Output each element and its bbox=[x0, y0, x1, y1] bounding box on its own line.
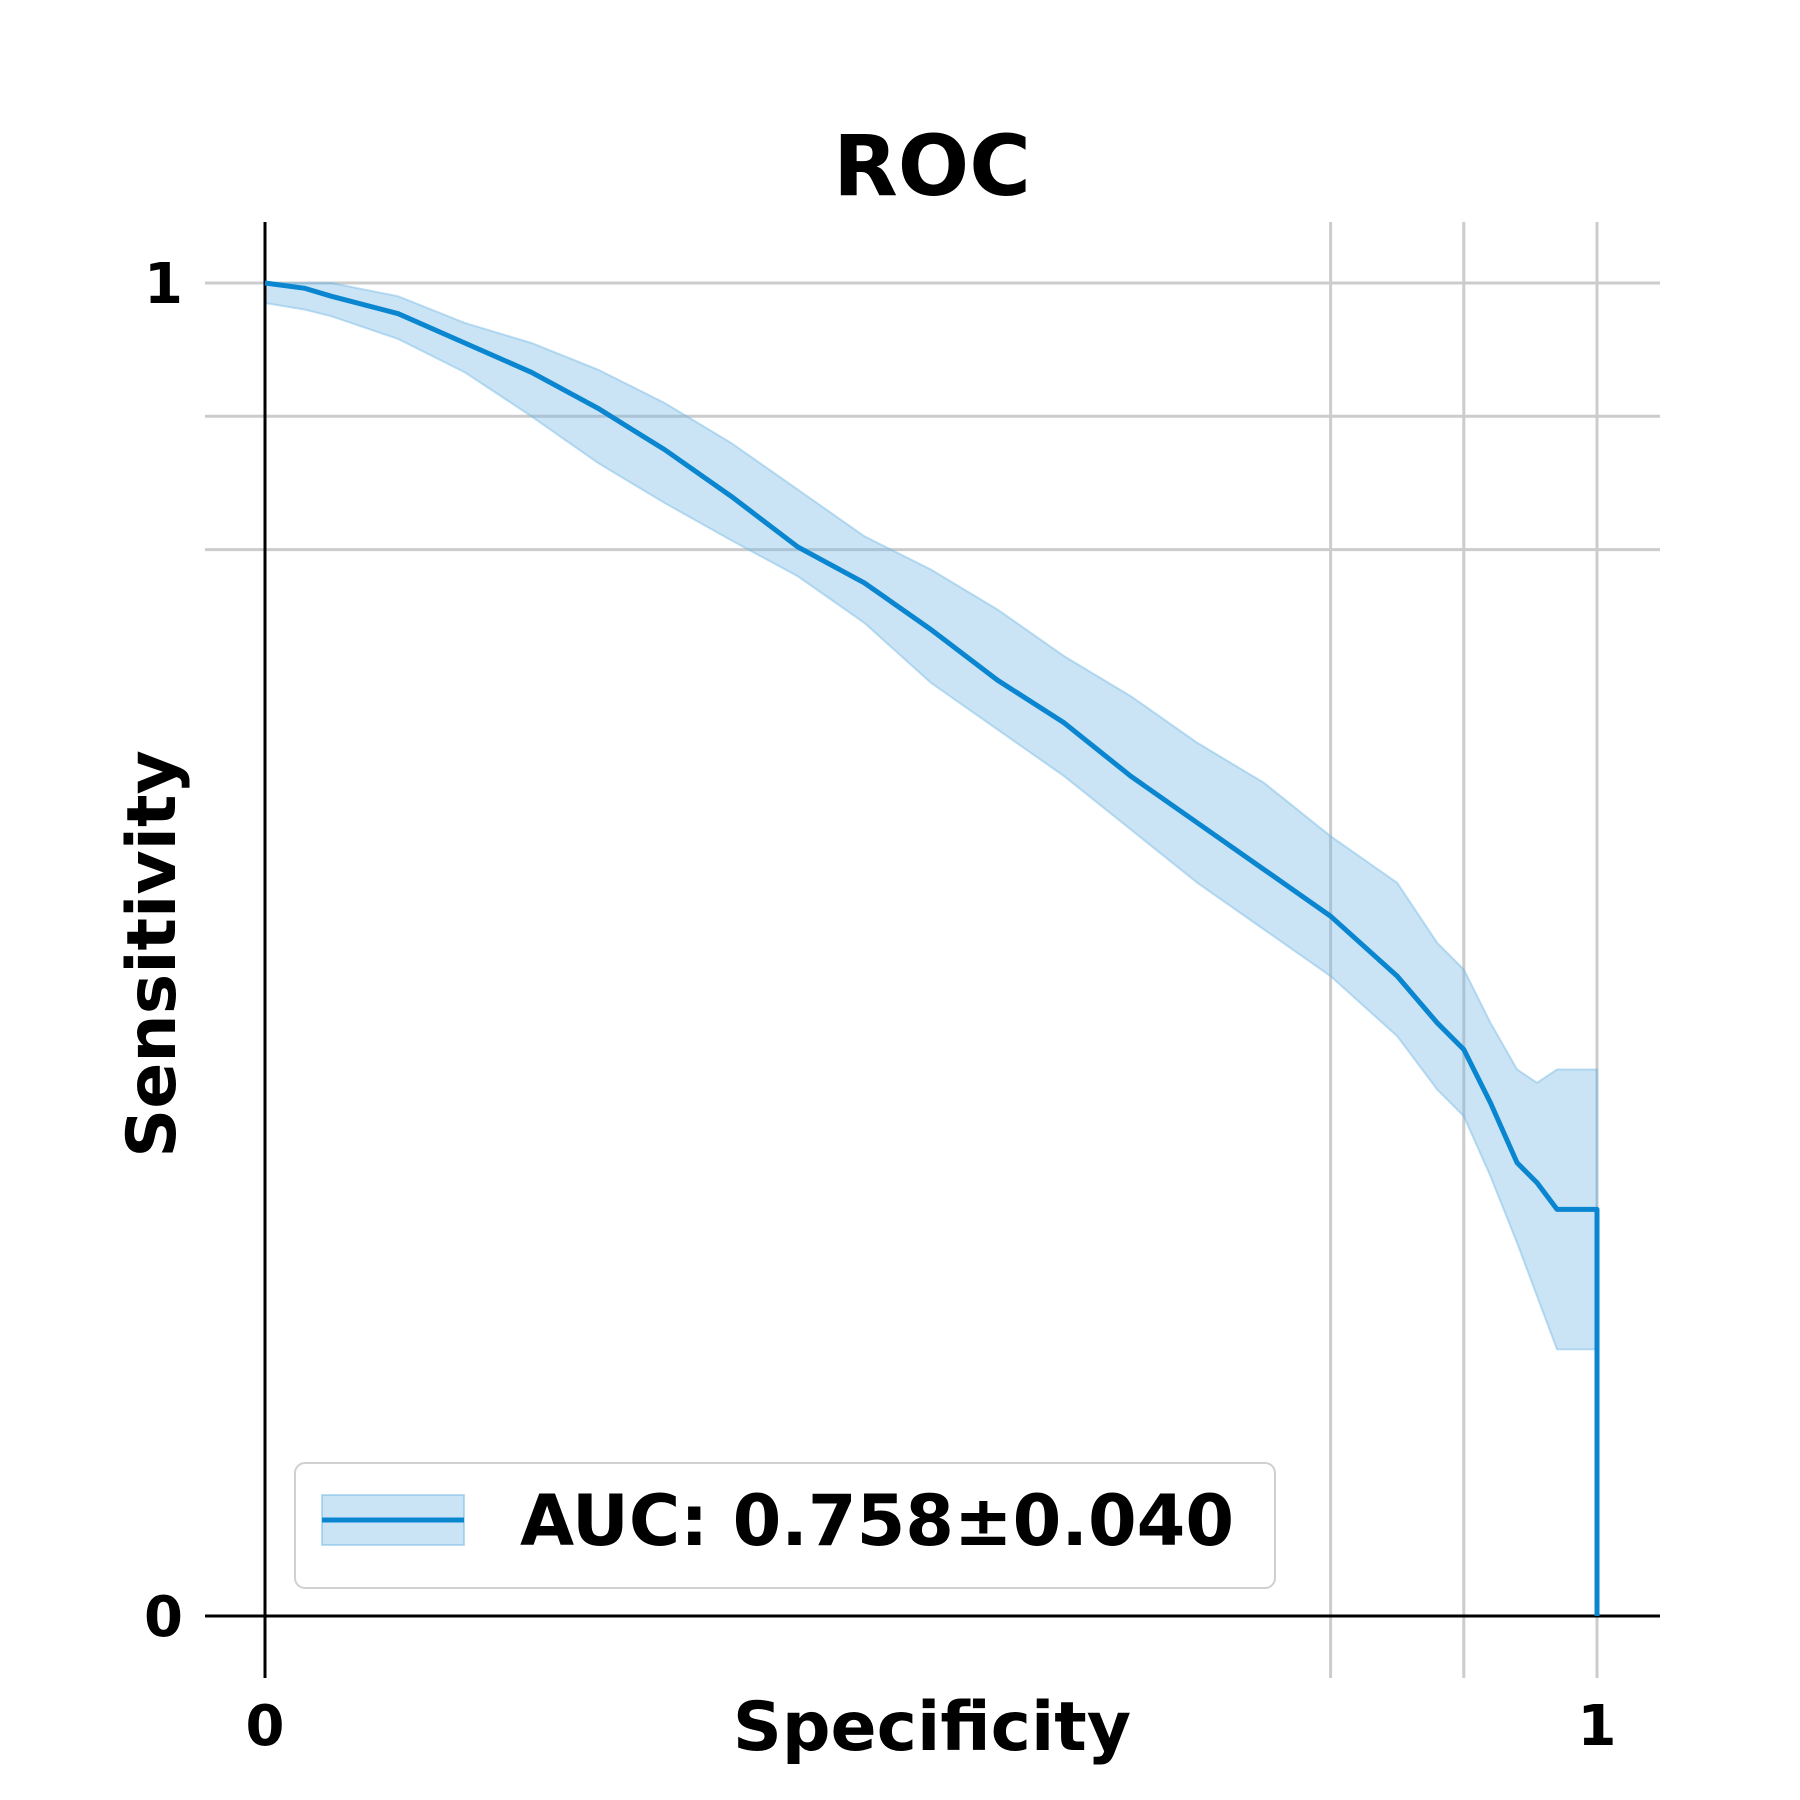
chart-title: ROC bbox=[833, 117, 1031, 215]
axes bbox=[205, 222, 1660, 1678]
x-tick-label: 1 bbox=[1578, 1694, 1617, 1759]
legend-frame bbox=[294, 1462, 1276, 1589]
y-axis-label: Sensitivity bbox=[113, 750, 192, 1158]
confidence-band-layer bbox=[264, 282, 1598, 1351]
roc-line-layer bbox=[264, 280, 1600, 1616]
legend-label: AUC: 0.758±0.040 bbox=[520, 1480, 1234, 1562]
roc-curve bbox=[264, 280, 1600, 1616]
grid-lines bbox=[205, 222, 1660, 1678]
y-tick-label: 0 bbox=[144, 1585, 183, 1650]
tick-labels: 0 1 0 1 bbox=[144, 252, 1616, 1759]
legend: AUC: 0.758±0.040 bbox=[294, 1462, 1276, 1589]
confidence-band bbox=[264, 282, 1598, 1351]
y-tick-label: 1 bbox=[144, 252, 183, 317]
x-axis-label: Specificity bbox=[733, 1688, 1131, 1767]
x-tick-label: 0 bbox=[246, 1694, 285, 1759]
